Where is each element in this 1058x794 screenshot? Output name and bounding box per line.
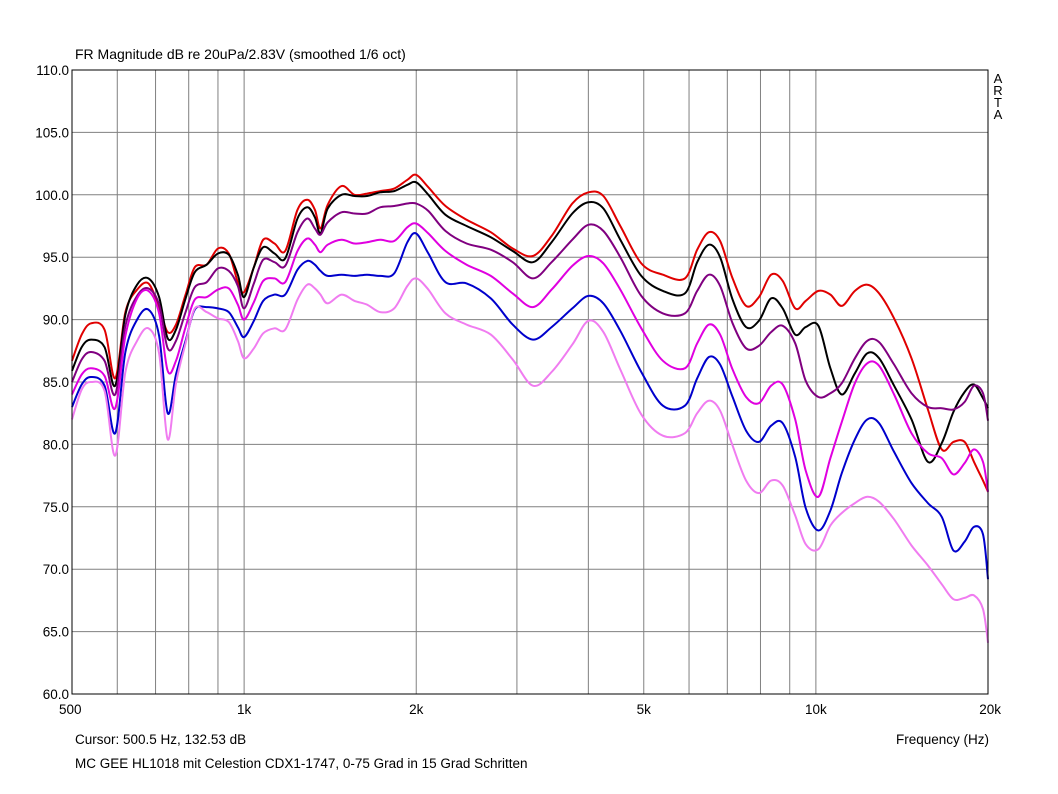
x-tick-label-1: 1k — [237, 702, 252, 717]
series-lines — [71, 173, 989, 643]
y-tick-label-3: 75.0 — [43, 500, 69, 515]
cursor-readout: Cursor: 500.5 Hz, 132.53 dB — [75, 732, 246, 747]
y-tick-label-9: 105.0 — [35, 125, 69, 140]
x-tick-label-5: 20k — [979, 702, 1001, 717]
y-tick-label-2: 70.0 — [43, 562, 69, 577]
y-tick-label-4: 80.0 — [43, 437, 69, 452]
x-tick-label-4: 10k — [805, 702, 827, 717]
y-tick-labels: 60.0 65.0 70.0 75.0 80.0 85.0 90.0 95.0 100.0 105… — [35, 63, 69, 702]
series-line-5 — [71, 277, 989, 643]
x-tick-labels: 500 1k 2k 5k 10k 20k — [59, 702, 1001, 717]
series-line-2 — [71, 201, 989, 421]
chart-caption: MC GEE HL1018 mit Celestion CDX1-1747, 0… — [75, 756, 527, 771]
brand-letter-0: A — [994, 71, 1003, 86]
y-tick-label-1: 65.0 — [43, 625, 69, 640]
brand-letter-1: R — [993, 83, 1002, 98]
series-line-4 — [71, 232, 989, 580]
y-tick-label-8: 100.0 — [35, 188, 69, 203]
y-tick-label-6: 90.0 — [43, 313, 69, 328]
y-tick-label-7: 95.0 — [43, 250, 69, 265]
x-tick-label-0: 500 — [59, 702, 82, 717]
brand-letter-2: T — [994, 95, 1002, 110]
x-tick-label-2: 2k — [409, 702, 424, 717]
y-tick-label-0: 60.0 — [43, 687, 69, 702]
series-line-0 — [71, 173, 989, 493]
series-line-3 — [71, 222, 989, 498]
x-axis-label: Frequency (Hz) — [896, 732, 989, 747]
x-tick-label-3: 5k — [637, 702, 652, 717]
brand-letter-3: A — [994, 107, 1003, 122]
y-tick-label-10: 110.0 — [36, 63, 69, 78]
plot-frame — [71, 69, 989, 695]
series-line-1 — [71, 180, 989, 464]
chart-title: FR Magnitude dB re 20uPa/2.83V (smoothed… — [75, 46, 406, 62]
y-tick-label-5: 85.0 — [43, 375, 69, 390]
